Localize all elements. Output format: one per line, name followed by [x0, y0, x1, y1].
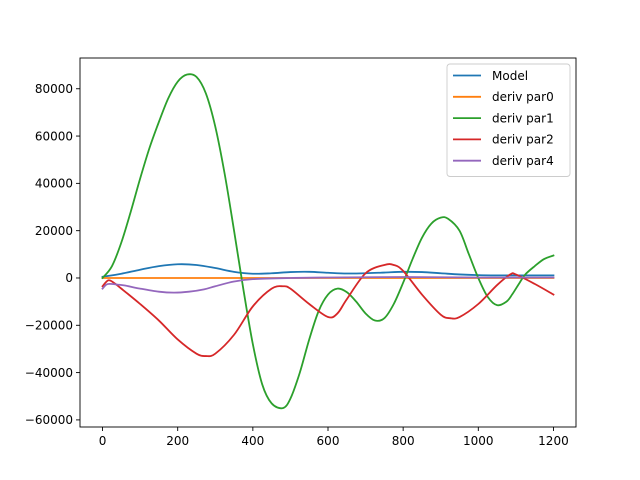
y-tick-label: −60000	[25, 413, 73, 427]
legend-frame	[446, 63, 571, 177]
legend-label-deriv-par2: deriv par2	[492, 133, 554, 147]
x-tick-label: 400	[241, 434, 264, 448]
x-tick-label: 0	[99, 434, 107, 448]
y-tick-label: 0	[65, 271, 73, 285]
y-tick-label: 40000	[35, 177, 73, 191]
x-tick-label: 1200	[538, 434, 569, 448]
legend-label-deriv-par0: deriv par0	[492, 90, 554, 104]
y-tick-label: 60000	[35, 129, 73, 143]
y-tick-label: −20000	[25, 318, 73, 332]
series-line-deriv-par2	[101, 263, 555, 358]
series-line-deriv-par4	[101, 276, 555, 294]
y-tick-label: 20000	[35, 224, 73, 238]
x-tick-label: 600	[317, 434, 340, 448]
axes-layer: 0 200 400 600 800 1000 1200 −60000 −40000 −20000 0…	[25, 57, 577, 448]
series-line-model	[101, 263, 555, 278]
legend-label-deriv-par1: deriv par1	[492, 111, 554, 125]
x-tick-label: 800	[392, 434, 415, 448]
series-group	[101, 73, 555, 410]
x-tick-label: 200	[166, 434, 189, 448]
legend-label-model: Model	[492, 69, 528, 83]
legend: Model deriv par0 deriv par1 deriv par2 deriv…	[446, 63, 571, 177]
y-tick-label: 80000	[35, 82, 73, 96]
legend-label-deriv-par4: deriv par4	[492, 154, 554, 168]
x-tick-label: 1000	[463, 434, 494, 448]
y-tick-label: −40000	[25, 366, 73, 380]
series-layer	[101, 73, 555, 410]
